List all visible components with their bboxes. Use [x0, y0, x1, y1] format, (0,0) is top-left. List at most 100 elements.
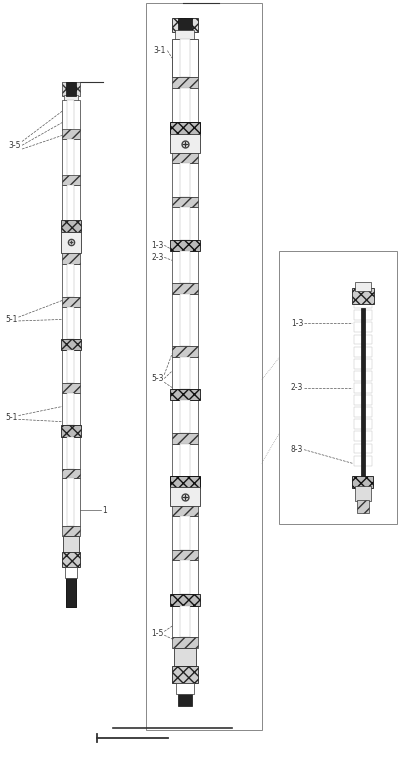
Bar: [180, 356, 190, 389]
Text: 1: 1: [103, 505, 108, 515]
Bar: [172, 18, 198, 32]
Bar: [67, 393, 74, 426]
Bar: [62, 129, 80, 139]
Bar: [62, 175, 80, 185]
Bar: [354, 298, 372, 308]
Bar: [65, 567, 77, 578]
Bar: [146, 3, 262, 730]
Bar: [170, 486, 200, 505]
Bar: [62, 479, 80, 526]
Bar: [357, 500, 369, 512]
Bar: [180, 606, 190, 638]
Bar: [172, 606, 198, 638]
Bar: [62, 253, 80, 264]
Bar: [62, 264, 80, 296]
Text: 3-1: 3-1: [154, 46, 166, 55]
Bar: [175, 30, 194, 40]
Bar: [67, 139, 74, 176]
Bar: [67, 479, 74, 526]
Bar: [354, 444, 372, 454]
Bar: [354, 310, 372, 320]
Bar: [178, 18, 192, 32]
Bar: [178, 40, 192, 705]
Bar: [180, 444, 190, 477]
Bar: [62, 437, 80, 470]
Bar: [62, 393, 80, 426]
Bar: [352, 287, 374, 304]
Bar: [172, 153, 198, 163]
Bar: [354, 395, 372, 405]
Bar: [354, 347, 372, 356]
Bar: [170, 477, 200, 487]
Bar: [67, 264, 74, 296]
Text: 8-3: 8-3: [291, 445, 303, 454]
Text: 5-1: 5-1: [5, 413, 17, 423]
Text: 1-3: 1-3: [291, 318, 303, 328]
Bar: [354, 407, 372, 417]
Bar: [62, 296, 80, 306]
Bar: [172, 207, 198, 240]
Text: 3-5: 3-5: [8, 141, 20, 150]
Bar: [172, 638, 198, 648]
Bar: [354, 359, 372, 369]
Bar: [361, 308, 365, 479]
Bar: [354, 420, 372, 429]
Bar: [180, 401, 190, 433]
Bar: [354, 334, 372, 344]
Bar: [354, 432, 372, 442]
Bar: [62, 469, 80, 479]
Text: 2-3: 2-3: [151, 253, 164, 262]
Bar: [61, 220, 81, 233]
Bar: [180, 87, 190, 122]
Bar: [170, 134, 200, 153]
Bar: [172, 293, 198, 346]
Bar: [354, 456, 372, 466]
Bar: [280, 252, 397, 524]
Bar: [172, 346, 198, 356]
Text: 5-1: 5-1: [5, 315, 17, 324]
Bar: [180, 293, 190, 346]
Bar: [354, 383, 372, 393]
Bar: [66, 578, 76, 607]
Bar: [172, 356, 198, 389]
Bar: [170, 594, 200, 606]
Bar: [61, 339, 80, 350]
Bar: [172, 516, 198, 549]
Bar: [62, 139, 80, 176]
Bar: [172, 505, 198, 516]
Bar: [66, 103, 76, 607]
Bar: [354, 371, 372, 381]
Bar: [172, 433, 198, 444]
Bar: [62, 306, 80, 339]
Bar: [352, 477, 373, 487]
Bar: [63, 536, 79, 553]
Bar: [62, 552, 80, 567]
Bar: [172, 401, 198, 433]
Bar: [172, 252, 198, 283]
Bar: [180, 252, 190, 283]
Bar: [61, 232, 80, 253]
Bar: [172, 87, 198, 122]
Bar: [62, 100, 80, 130]
Bar: [172, 163, 198, 197]
Bar: [180, 207, 190, 240]
Bar: [172, 197, 198, 207]
Bar: [62, 383, 80, 393]
Bar: [172, 667, 198, 683]
Bar: [180, 40, 190, 77]
Bar: [64, 95, 78, 103]
Bar: [62, 526, 80, 536]
Bar: [67, 185, 74, 221]
Bar: [170, 389, 200, 401]
Bar: [172, 444, 198, 477]
Bar: [172, 560, 198, 594]
Bar: [67, 306, 74, 339]
Bar: [170, 122, 200, 135]
Bar: [62, 82, 80, 96]
Text: 5-3: 5-3: [151, 374, 164, 383]
Bar: [354, 322, 372, 332]
Bar: [355, 486, 371, 501]
Bar: [67, 350, 74, 383]
Bar: [176, 683, 194, 694]
Text: 2-3: 2-3: [291, 383, 303, 392]
